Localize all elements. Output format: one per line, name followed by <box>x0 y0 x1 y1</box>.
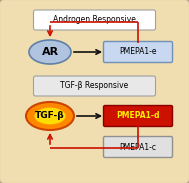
Ellipse shape <box>34 108 66 124</box>
Ellipse shape <box>26 102 74 130</box>
FancyBboxPatch shape <box>33 10 156 30</box>
Text: TGF-β Responsive: TGF-β Responsive <box>60 81 129 91</box>
Text: Androgen Responsive: Androgen Responsive <box>53 16 136 25</box>
FancyBboxPatch shape <box>104 42 173 63</box>
Text: AR: AR <box>41 47 59 57</box>
FancyBboxPatch shape <box>33 76 156 96</box>
FancyBboxPatch shape <box>104 137 173 158</box>
Text: TGF-β: TGF-β <box>35 111 65 120</box>
Text: PMEPA1-d: PMEPA1-d <box>116 111 160 120</box>
FancyBboxPatch shape <box>104 106 173 126</box>
Ellipse shape <box>29 40 71 64</box>
Text: PMEPA1-c: PMEPA1-c <box>119 143 156 152</box>
Text: PMEPA1-e: PMEPA1-e <box>119 48 157 57</box>
